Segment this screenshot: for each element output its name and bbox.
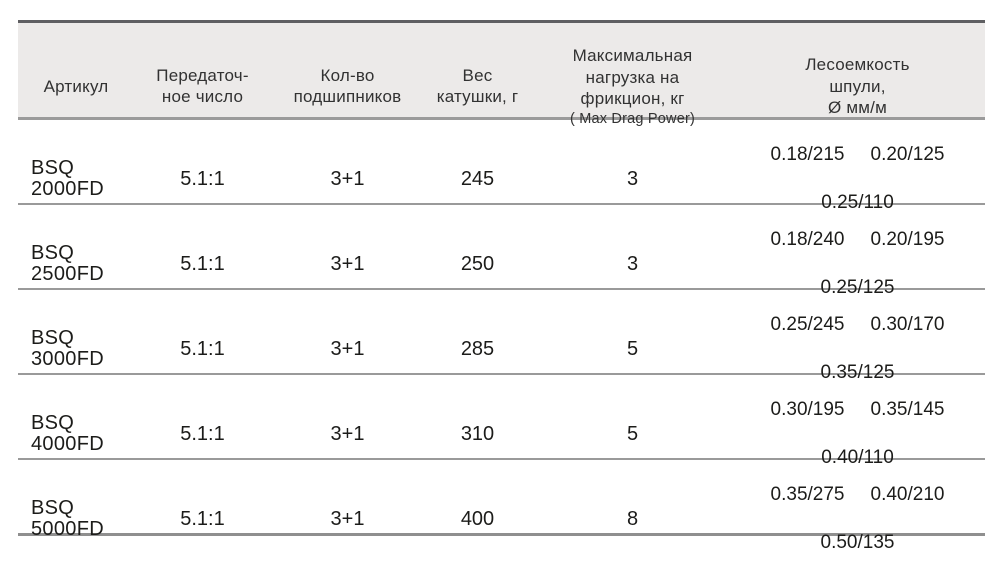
cell-line-capacity: 0.18/240 0.20/195 0.25/125 xyxy=(730,205,985,324)
capacity-value: 0.35/145 xyxy=(870,399,945,421)
cell-line-capacity: 0.30/195 0.35/145 0.40/110 xyxy=(730,375,985,494)
cell-article: BSQ 3000FD xyxy=(31,326,104,371)
capacity-value: 0.20/125 xyxy=(870,144,945,166)
cell-max-drag: 5 xyxy=(626,423,639,446)
spec-table: Артикул Передаточ- ное число Кол-во подш… xyxy=(18,20,985,553)
cell-article: BSQ 4000FD xyxy=(31,411,104,456)
cell-gear-ratio: 5.1:1 xyxy=(180,168,225,191)
cell-bearings: 3+1 xyxy=(330,508,365,531)
table-row: BSQ 4000FD 5.1:1 3+1 310 5 0.30/195 0.35/… xyxy=(18,375,985,468)
cell-gear-ratio: 5.1:1 xyxy=(180,338,225,361)
capacity-value: 0.40/110 xyxy=(821,447,894,469)
cell-article: BSQ 2500FD xyxy=(31,241,104,286)
capacity-value: 0.25/245 xyxy=(770,314,845,336)
cell-weight: 250 xyxy=(460,253,495,276)
cell-gear-ratio: 5.1:1 xyxy=(180,508,225,531)
cell-max-drag: 3 xyxy=(626,168,639,191)
cell-weight: 400 xyxy=(460,508,495,531)
capacity-value: 0.25/110 xyxy=(821,192,894,214)
header-max-drag-main: Максимальная нагрузка на фрикцион, кг xyxy=(572,45,693,109)
header-cell-bearings: Кол-во подшипников xyxy=(293,65,402,107)
cell-bearings: 3+1 xyxy=(330,338,365,361)
header-cell-article: Артикул xyxy=(43,76,109,96)
cell-weight: 285 xyxy=(460,338,495,361)
capacity-value: 0.18/240 xyxy=(770,229,845,251)
header-cell-line-capacity: Лесоемкость шпули, Ø мм/м xyxy=(805,54,910,118)
cell-article: BSQ 2000FD xyxy=(31,156,104,201)
cell-bearings: 3+1 xyxy=(330,253,365,276)
table-row: BSQ 5000FD 5.1:1 3+1 400 8 0.35/275 0.40/… xyxy=(18,460,985,553)
table-row: BSQ 2000FD 5.1:1 3+1 245 3 0.18/215 0.20/… xyxy=(18,120,985,213)
header-cell-gear-ratio: Передаточ- ное число xyxy=(156,65,249,107)
table-header-row: Артикул Передаточ- ное число Кол-во подш… xyxy=(18,23,985,127)
capacity-value: 0.35/275 xyxy=(770,484,845,506)
capacity-value: 0.35/125 xyxy=(820,362,895,384)
cell-bearings: 3+1 xyxy=(330,168,365,191)
cell-bearings: 3+1 xyxy=(330,423,365,446)
cell-line-capacity: 0.18/215 0.20/125 0.25/110 xyxy=(730,120,985,239)
cell-weight: 310 xyxy=(460,423,495,446)
cell-weight: 245 xyxy=(460,168,495,191)
capacity-value: 0.18/215 xyxy=(770,144,845,166)
capacity-value: 0.40/210 xyxy=(870,484,945,506)
capacity-value: 0.30/170 xyxy=(870,314,945,336)
header-cell-max-drag: Максимальная нагрузка на фрикцион, кг ( … xyxy=(535,23,730,150)
capacity-value: 0.25/125 xyxy=(820,277,895,299)
table-row: BSQ 3000FD 5.1:1 3+1 285 5 0.25/245 0.30/… xyxy=(18,290,985,383)
cell-max-drag: 5 xyxy=(626,338,639,361)
cell-gear-ratio: 5.1:1 xyxy=(180,253,225,276)
cell-line-capacity: 0.25/245 0.30/170 0.35/125 xyxy=(730,290,985,409)
cell-max-drag: 3 xyxy=(626,253,639,276)
header-cell-weight: Вес катушки, г xyxy=(436,65,519,107)
cell-max-drag: 8 xyxy=(626,508,639,531)
cell-article: BSQ 5000FD xyxy=(31,496,104,541)
cell-gear-ratio: 5.1:1 xyxy=(180,423,225,446)
capacity-value: 0.20/195 xyxy=(870,229,945,251)
capacity-value: 0.30/195 xyxy=(770,399,845,421)
cell-line-capacity: 0.35/275 0.40/210 0.50/135 xyxy=(730,460,985,579)
header-max-drag-subtitle: ( Max Drag Power) xyxy=(569,111,696,127)
capacity-value: 0.50/135 xyxy=(820,532,895,554)
table-row: BSQ 2500FD 5.1:1 3+1 250 3 0.18/240 0.20/… xyxy=(18,205,985,298)
